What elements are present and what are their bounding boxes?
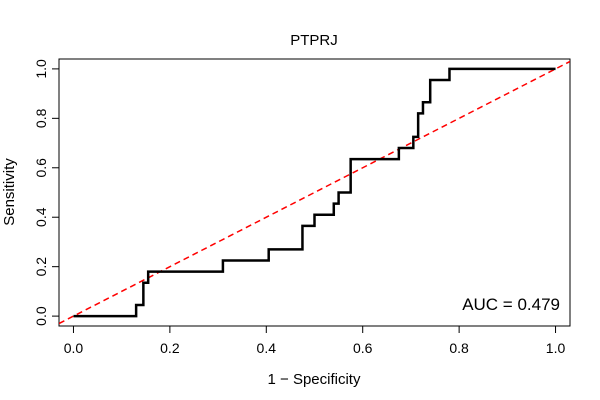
y-tick-label: 1.0 (33, 59, 49, 79)
y-axis: 0.0 0.2 0.4 0.6 0.8 1.0 (33, 59, 60, 326)
x-axis: 0.0 0.2 0.4 0.6 0.8 1.0 (64, 325, 566, 356)
x-tick-label: 0.2 (160, 340, 180, 356)
x-tick-label: 0.0 (64, 340, 84, 356)
y-tick-label: 0.6 (33, 158, 49, 178)
y-tick-label: 0.8 (33, 108, 49, 128)
y-axis-label: Sensitivity (1, 158, 18, 226)
y-tick-label: 0.4 (33, 207, 49, 227)
x-tick-label: 0.4 (257, 340, 277, 356)
x-tick-label: 0.8 (449, 340, 469, 356)
auc-annotation: AUC = 0.479 (462, 295, 560, 314)
reference-diagonal-line (59, 60, 570, 325)
chart-title: PTPRJ (290, 32, 338, 49)
x-tick-label: 1.0 (546, 340, 566, 356)
roc-curve-line (73, 67, 556, 318)
x-tick-label: 0.6 (353, 340, 373, 356)
plot-layer (59, 60, 570, 325)
x-axis-label: 1 − Specificity (268, 371, 361, 388)
y-tick-label: 0.0 (33, 306, 49, 326)
plot-frame (58, 58, 571, 327)
y-tick-label: 0.2 (33, 257, 49, 277)
